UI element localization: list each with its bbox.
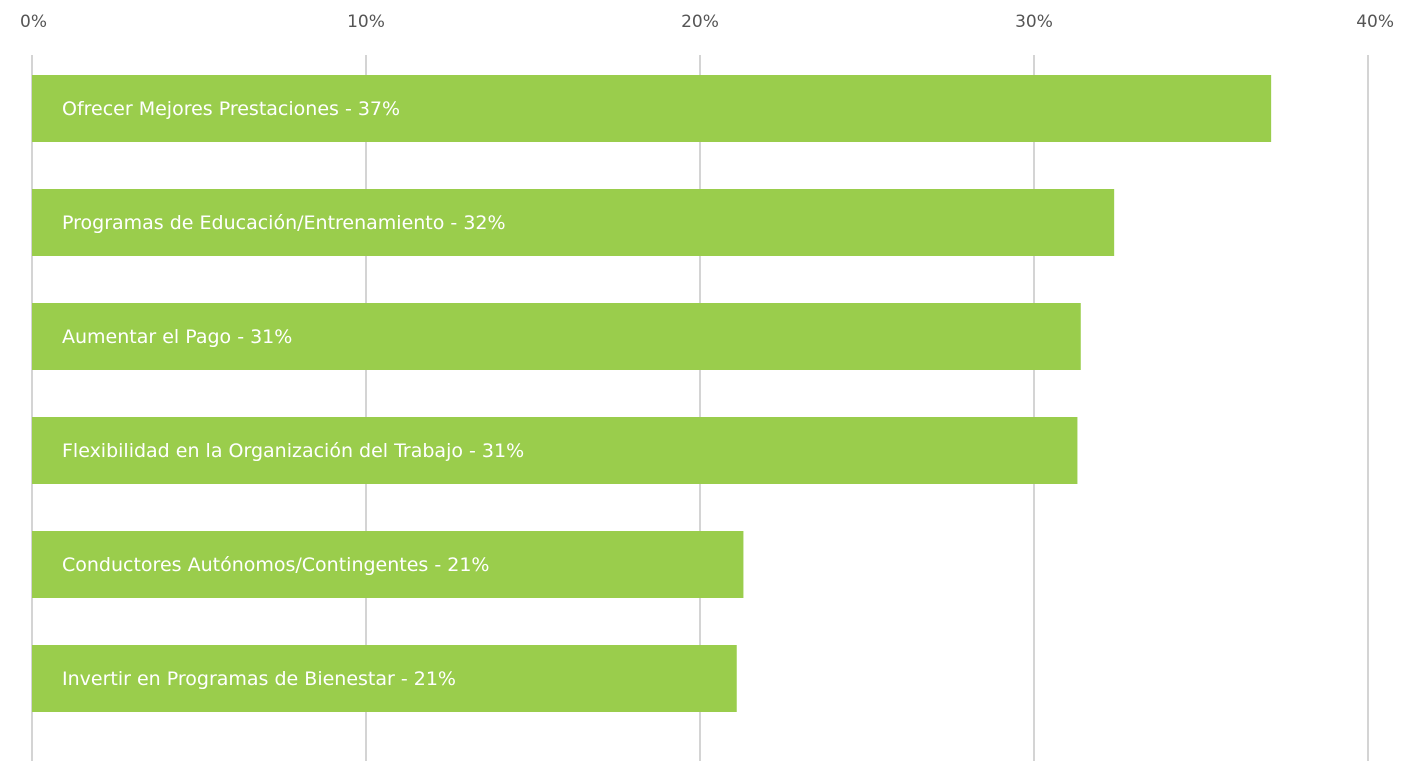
bar-label: Flexibilidad en la Organización del Trab… bbox=[62, 440, 524, 462]
bar-label: Invertir en Programas de Bienestar - 21% bbox=[62, 668, 456, 690]
bar-label: Ofrecer Mejores Prestaciones - 37% bbox=[62, 98, 400, 120]
x-tick-label: 30% bbox=[1015, 12, 1053, 32]
bar bbox=[32, 75, 1272, 142]
bar bbox=[32, 417, 1078, 484]
x-tick-label: 40% bbox=[1356, 12, 1394, 32]
bar bbox=[32, 645, 737, 712]
x-tick-label: 0% bbox=[20, 12, 47, 32]
bar bbox=[32, 189, 1115, 256]
x-tick-label: 10% bbox=[347, 12, 385, 32]
bar bbox=[32, 531, 744, 598]
bar-label: Aumentar el Pago - 31% bbox=[62, 326, 292, 348]
x-tick-label: 20% bbox=[681, 12, 719, 32]
bar-label: Conductores Autónomos/Contingentes - 21% bbox=[62, 554, 490, 576]
bar-label: Programas de Educación/Entrenamiento - 3… bbox=[62, 212, 506, 234]
bar bbox=[32, 303, 1081, 370]
